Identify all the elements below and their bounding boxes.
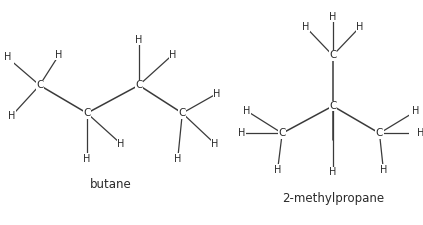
Text: H: H — [302, 22, 309, 32]
Text: H: H — [174, 153, 181, 164]
Text: H: H — [3, 52, 11, 62]
Text: H: H — [135, 35, 143, 45]
Text: H: H — [417, 128, 423, 138]
Text: H: H — [274, 164, 281, 175]
Text: H: H — [213, 89, 220, 99]
Text: H: H — [8, 111, 16, 121]
Text: C: C — [36, 80, 43, 90]
Text: H: H — [329, 11, 336, 22]
Text: C: C — [83, 108, 91, 118]
Text: H: H — [169, 50, 176, 60]
Text: 2-methylpropane: 2-methylpropane — [282, 192, 384, 205]
Text: H: H — [55, 50, 63, 60]
Text: H: H — [356, 22, 364, 32]
Text: butane: butane — [90, 178, 132, 191]
Text: C: C — [329, 50, 336, 61]
Text: C: C — [179, 108, 186, 118]
Text: C: C — [278, 128, 286, 138]
Text: C: C — [329, 101, 336, 111]
Text: H: H — [238, 128, 246, 138]
Text: H: H — [117, 139, 124, 149]
Text: H: H — [380, 164, 387, 175]
Text: C: C — [376, 128, 383, 138]
Text: H: H — [412, 106, 420, 116]
Text: H: H — [244, 106, 251, 116]
Text: H: H — [211, 139, 218, 149]
Text: H: H — [329, 167, 336, 177]
Text: H: H — [83, 153, 91, 164]
Text: C: C — [135, 80, 143, 90]
